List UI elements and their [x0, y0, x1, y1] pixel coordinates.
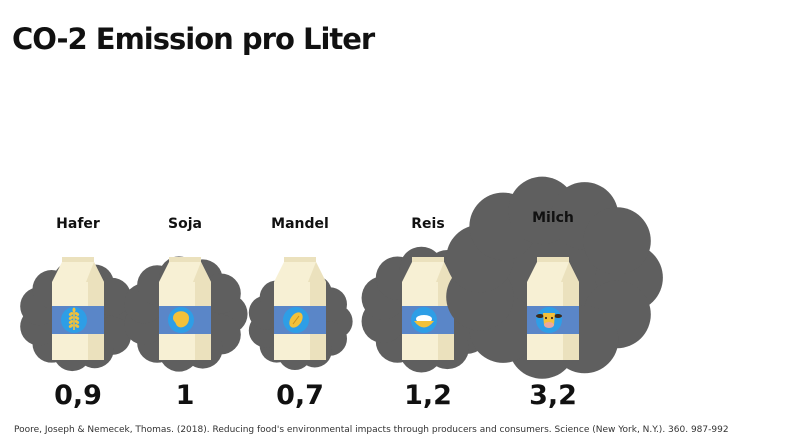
value-label-reis: 1,2 — [404, 380, 452, 411]
soybean-icon — [173, 311, 189, 328]
milk-carton-mandel — [274, 257, 326, 360]
milk-carton-soja — [159, 257, 211, 360]
wheat-icon — [68, 307, 80, 330]
rice-bowl-icon — [414, 315, 434, 328]
cow-icon — [536, 313, 562, 328]
category-label-reis: Reis — [411, 216, 444, 232]
emission-cloud-milch — [446, 176, 663, 379]
value-label-mandel: 0,7 — [276, 380, 324, 411]
category-label-hafer: Hafer — [56, 216, 100, 232]
chart-title: CO-2 Emission pro Liter — [12, 22, 375, 56]
milk-carton-milch — [527, 257, 579, 360]
category-label-milch: Milch — [532, 210, 574, 226]
milk-carton-hafer — [52, 257, 104, 360]
almond-icon — [289, 312, 303, 328]
value-label-milch: 3,2 — [529, 380, 577, 411]
category-label-mandel: Mandel — [271, 216, 329, 232]
source-citation: Poore, Joseph & Nemecek, Thomas. (2018).… — [14, 425, 729, 435]
milk-carton-reis — [402, 257, 454, 360]
value-label-soja: 1 — [176, 380, 195, 411]
category-label-soja: Soja — [168, 216, 202, 232]
value-label-hafer: 0,9 — [54, 380, 102, 411]
